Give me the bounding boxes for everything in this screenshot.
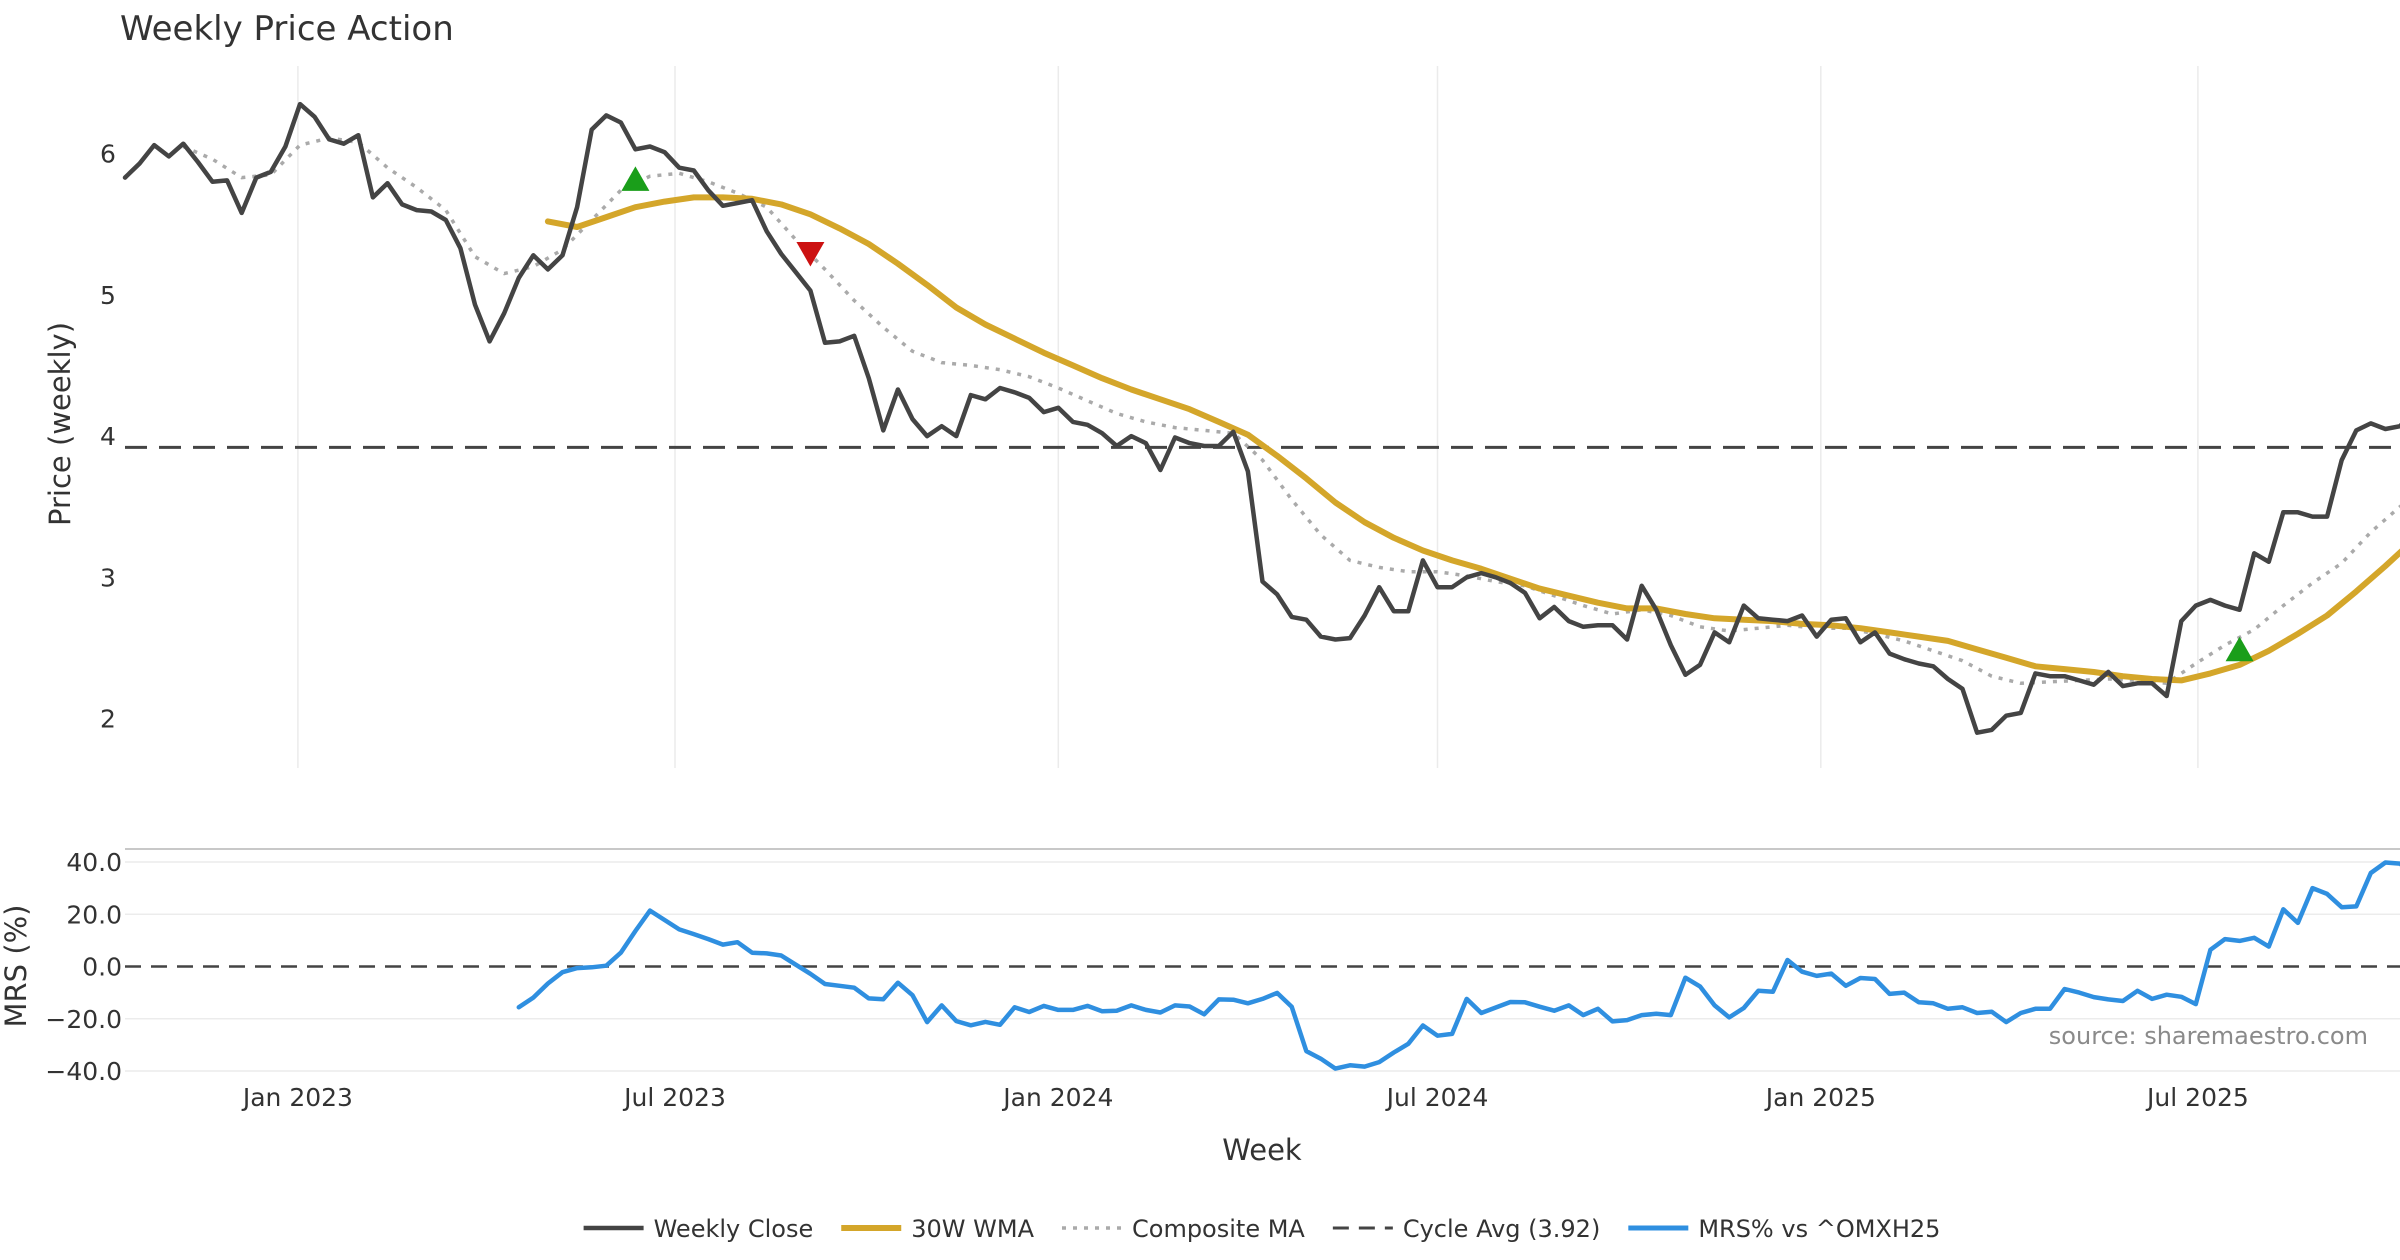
x-tick-label: Jan 2025 [1764, 1083, 1876, 1112]
price-y-tick-label: 6 [100, 140, 116, 169]
mrs-y-tick-label: 20.0 [66, 900, 122, 929]
legend-item: Cycle Avg (3.92) [1332, 1215, 1600, 1243]
price-y-tick-label: 2 [100, 705, 116, 734]
chart-title: Weekly Price Action [120, 9, 454, 49]
legend-label: MRS% vs ^OMXH25 [1698, 1215, 1940, 1243]
composite-ma-line [182, 136, 2400, 686]
legend-item: Composite MA [1062, 1215, 1305, 1243]
legend-label: 30W WMA [911, 1215, 1034, 1243]
x-axis-label: Week [1222, 1133, 1302, 1167]
tick-layer: Jan 2023 Jul 2023 Jan 2024 Jul 2024 Jan 2025… [45, 140, 2248, 1112]
mrs-y-tick-label: 40.0 [66, 848, 122, 877]
x-tick-label: Jul 2023 [622, 1083, 726, 1112]
x-tick-label: Jul 2025 [2145, 1083, 2249, 1112]
buy-signal-marker [621, 166, 650, 191]
price-y-axis-label: Price (weekly) [43, 322, 77, 526]
mrs-y-tick-label: −20.0 [45, 1005, 122, 1034]
price-y-tick-label: 5 [100, 281, 116, 310]
series-layer [122, 101, 2400, 1071]
weekly-close-line [122, 101, 2400, 735]
grid-layer [125, 66, 2400, 1072]
legend-item: MRS% vs ^OMXH25 [1628, 1215, 1940, 1243]
legend-item: Weekly Close [583, 1215, 814, 1243]
price-y-tick-label: 4 [100, 422, 116, 451]
mrs-y-tick-label: −40.0 [45, 1057, 122, 1086]
mrs-line [516, 860, 2400, 1071]
mrs-y-tick-label: 0.0 [82, 953, 122, 982]
legend: Weekly Close 30W WMA Composite MA Cycle Avg… [583, 1215, 1940, 1243]
legend-label: Composite MA [1132, 1215, 1305, 1243]
legend-label: Weekly Close [654, 1215, 814, 1243]
wma-30w-line [544, 194, 2400, 684]
source-note: source: sharemaestro.com [2049, 1022, 2368, 1050]
mrs-y-axis-label: MRS (%) [0, 905, 33, 1028]
x-tick-label: Jul 2024 [1385, 1083, 1489, 1112]
buy-signal-marker [2225, 636, 2254, 662]
x-tick-label: Jan 2023 [241, 1083, 353, 1112]
sell-signal-marker [796, 241, 825, 267]
legend-label: Cycle Avg (3.92) [1403, 1215, 1600, 1243]
legend-item: 30W WMA [841, 1215, 1035, 1243]
price-y-tick-label: 3 [100, 563, 116, 592]
x-tick-label: Jan 2024 [1001, 1083, 1113, 1112]
